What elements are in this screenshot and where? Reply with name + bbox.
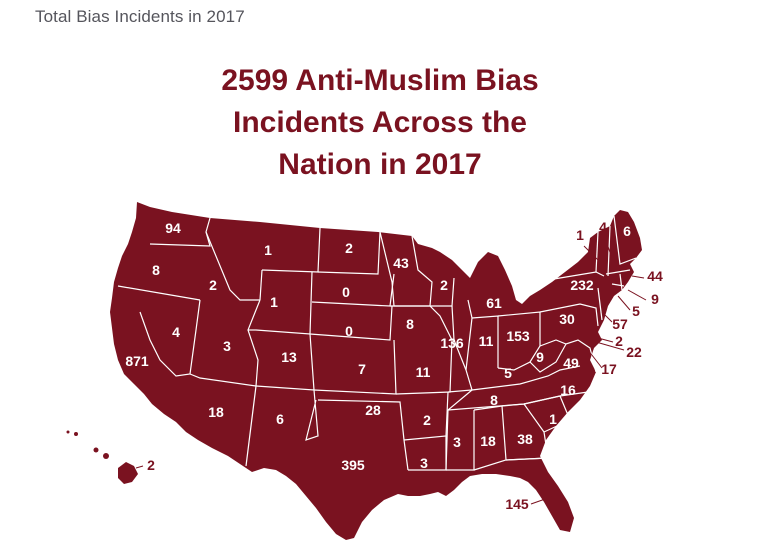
state-value-va: 49 bbox=[563, 355, 579, 371]
state-value-nv: 4 bbox=[172, 324, 180, 340]
state-value-sc: 1 bbox=[549, 411, 557, 427]
state-value-mt: 1 bbox=[264, 242, 272, 258]
state-value-hi: 2 bbox=[147, 457, 155, 473]
hawaii-island-4 bbox=[74, 432, 78, 436]
state-value-nm: 6 bbox=[276, 411, 284, 427]
hawaii-island-2 bbox=[103, 453, 109, 459]
state-value-in: 11 bbox=[479, 333, 494, 349]
state-value-nc: 16 bbox=[560, 382, 576, 398]
state-value-ms: 3 bbox=[453, 434, 461, 450]
state-value-fl: 145 bbox=[505, 496, 529, 512]
callout-line-ri bbox=[628, 290, 646, 300]
state-value-nd: 2 bbox=[345, 240, 353, 256]
state-value-ar: 2 bbox=[423, 412, 431, 428]
state-value-wy: 1 bbox=[270, 294, 278, 310]
state-value-de: 2 bbox=[615, 333, 623, 349]
hawaii-island-3 bbox=[94, 448, 99, 453]
state-value-or: 8 bbox=[152, 262, 160, 278]
state-value-il: 136 bbox=[440, 335, 464, 351]
state-value-ny: 232 bbox=[570, 277, 594, 293]
state-value-ok: 28 bbox=[365, 402, 381, 418]
state-value-ky: 5 bbox=[504, 365, 512, 381]
state-value-wi: 2 bbox=[440, 277, 448, 293]
state-value-pa: 30 bbox=[559, 311, 575, 327]
state-value-dc: 17 bbox=[601, 361, 617, 377]
state-value-tx: 395 bbox=[341, 457, 365, 473]
state-value-co: 13 bbox=[281, 349, 297, 365]
state-value-ct: 5 bbox=[632, 303, 640, 319]
state-value-la: 3 bbox=[420, 455, 428, 471]
state-value-ks: 7 bbox=[358, 361, 366, 377]
state-value-vt: 1 bbox=[576, 227, 584, 243]
state-value-az: 18 bbox=[208, 404, 224, 420]
state-value-nh: 4 bbox=[599, 219, 607, 235]
hawaii-island-5 bbox=[67, 431, 70, 434]
mainland-us-shape bbox=[110, 202, 642, 540]
state-value-ut: 3 bbox=[223, 338, 231, 354]
state-value-al: 18 bbox=[480, 433, 496, 449]
state-value-ga: 38 bbox=[517, 431, 533, 447]
state-value-md: 22 bbox=[626, 344, 642, 360]
state-value-ca: 871 bbox=[125, 353, 149, 369]
state-value-sd: 0 bbox=[342, 284, 350, 300]
state-value-ne: 0 bbox=[345, 323, 353, 339]
callout-line-ct bbox=[618, 296, 630, 310]
callout-line-hi bbox=[136, 466, 143, 468]
state-value-mi: 61 bbox=[486, 295, 502, 311]
state-value-me: 6 bbox=[623, 223, 631, 239]
state-value-tn: 8 bbox=[490, 392, 498, 408]
state-value-mo: 11 bbox=[416, 364, 431, 380]
callout-line-ma bbox=[632, 276, 644, 278]
state-value-ri: 9 bbox=[651, 291, 659, 307]
state-value-wv: 9 bbox=[536, 349, 544, 365]
state-value-id: 2 bbox=[209, 277, 217, 293]
state-value-ia: 8 bbox=[406, 316, 414, 332]
state-value-ma: 44 bbox=[647, 268, 663, 284]
state-value-nj: 57 bbox=[612, 316, 628, 332]
state-value-mn: 43 bbox=[393, 255, 409, 271]
state-value-wa: 94 bbox=[165, 220, 181, 236]
hawaii-shape bbox=[118, 462, 138, 484]
state-value-oh: 153 bbox=[506, 328, 530, 344]
